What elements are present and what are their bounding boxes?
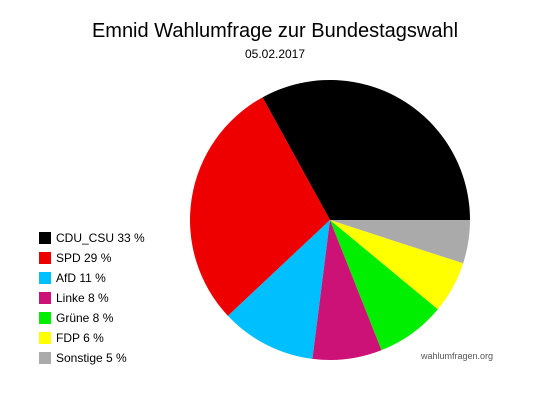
pie-slice: [227, 220, 330, 359]
chart-title: Emnid Wahlumfrage zur Bundestagswahl: [91, 20, 459, 42]
legend-swatch: [39, 292, 51, 304]
legend-swatch: [39, 232, 51, 244]
legend-item: AfD 11 %: [39, 268, 145, 288]
legend-label: FDP 6 %: [56, 331, 104, 345]
legend-swatch: [39, 352, 51, 364]
legend-swatch: [39, 272, 51, 284]
legend-label: Grüne 8 %: [56, 311, 114, 325]
legend-label: CDU_CSU 33 %: [56, 231, 145, 245]
legend-swatch: [39, 252, 51, 264]
chart-legend: CDU_CSU 33 % SPD 29 % AfD 11 % Linke 8 %…: [39, 228, 145, 368]
legend-item: Grüne 8 %: [39, 308, 145, 328]
pie-slice: [262, 80, 470, 220]
legend-swatch: [39, 312, 51, 324]
legend-item: Linke 8 %: [39, 288, 145, 308]
pie-slice: [312, 220, 382, 361]
legend-item: FDP 6 %: [39, 328, 145, 348]
pie-slice: [330, 220, 438, 351]
legend-label: Linke 8 %: [56, 291, 109, 305]
legend-item: SPD 29 %: [39, 248, 145, 268]
legend-item: CDU_CSU 33 %: [39, 228, 145, 248]
legend-label: Sonstige 5 %: [56, 351, 127, 365]
chart-subtitle: 05.02.2017: [244, 47, 306, 61]
pie-slice: [330, 220, 464, 310]
source-label: wahlumfragen.org: [421, 351, 494, 361]
legend-label: SPD 29 %: [56, 251, 112, 265]
legend-item: Sonstige 5 %: [39, 348, 145, 368]
pie-slice: [330, 220, 470, 264]
legend-label: AfD 11 %: [56, 271, 106, 285]
pie-slice: [189, 97, 330, 316]
legend-swatch: [39, 332, 51, 344]
